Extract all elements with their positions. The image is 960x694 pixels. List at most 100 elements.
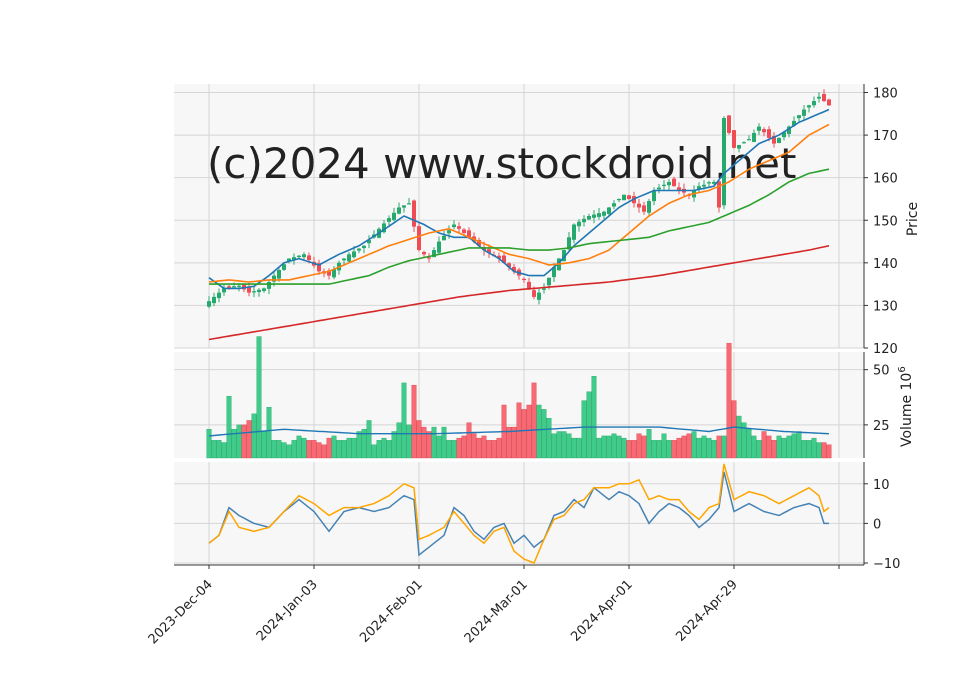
volume-bar (266, 407, 272, 459)
candle-down (507, 263, 511, 268)
volume-bar (381, 437, 387, 459)
volume-bar (726, 342, 732, 459)
volume-bar (536, 404, 542, 459)
candle-up (397, 207, 401, 214)
volume-bar (701, 435, 707, 459)
volume-bar (461, 435, 467, 459)
candle-down (417, 226, 421, 251)
price-axis-label: Price (905, 202, 921, 236)
volume-bar (656, 440, 662, 459)
candle-up (707, 182, 711, 184)
candle-up (617, 198, 621, 201)
candle-up (552, 267, 556, 278)
candle-down (477, 240, 481, 246)
candle-up (622, 194, 626, 201)
candle-down (247, 286, 251, 293)
candle-up (207, 301, 211, 307)
volume-bar (601, 435, 607, 459)
volume-bar (336, 440, 342, 459)
price-tick-label: 120 (873, 342, 898, 357)
ma-long-line (209, 168, 830, 285)
volume-bar (676, 437, 682, 459)
candle-up (667, 181, 671, 186)
volume-bar (746, 429, 752, 459)
volume-bar (576, 437, 582, 459)
volume-bar (241, 424, 247, 459)
volume-bar (756, 440, 762, 459)
candle-up (592, 214, 596, 218)
volume-bar (321, 444, 327, 459)
volume-bar (696, 437, 702, 459)
x-date-label: 2024-Jan-03 (254, 577, 321, 644)
price-tick-label: 140 (873, 257, 898, 272)
candle-up (582, 218, 586, 223)
volume-bar (376, 440, 382, 459)
volume-bar (771, 440, 777, 459)
volume-bar (736, 415, 742, 459)
volume-bar (316, 442, 322, 459)
volume-bar (291, 440, 297, 459)
candle-up (567, 237, 571, 250)
candle-up (737, 145, 741, 149)
volume-bar (246, 420, 252, 459)
candle-up (787, 126, 791, 134)
candle-down (772, 136, 776, 144)
volume-bar (811, 437, 817, 459)
volume-bar (351, 437, 357, 459)
x-date-label: 2023-Dec-04 (146, 577, 216, 647)
volume-bar (546, 418, 552, 459)
volume-bar (456, 437, 462, 459)
ma-short-line (208, 108, 830, 290)
candle-up (442, 235, 446, 241)
volume-axis-label: Volume 106 (897, 366, 915, 447)
candle-up (392, 212, 396, 220)
candle-up (302, 254, 306, 258)
candle-up (572, 224, 576, 240)
volume-bar (591, 376, 597, 459)
candle-down (732, 130, 736, 148)
candle-up (662, 184, 666, 186)
candle-up (807, 105, 811, 108)
candle-up (272, 275, 276, 282)
candle-up (782, 132, 786, 138)
volume-bar (596, 437, 602, 459)
volume-bar (731, 400, 737, 459)
oscillator-tick-label: 0 (873, 517, 881, 532)
candle-down (412, 200, 416, 227)
candle-down (327, 270, 331, 276)
volume-bar (526, 404, 532, 459)
candle-up (712, 181, 716, 184)
candle-up (437, 241, 441, 253)
volume-bar (476, 437, 482, 459)
x-date-label: 2024-Apr-29 (673, 577, 740, 644)
volume-tick-label: 25 (873, 419, 890, 434)
volume-bar (611, 433, 617, 459)
candle-down (467, 230, 471, 238)
candle-up (232, 286, 236, 288)
volume-bar (796, 431, 802, 459)
volume-bar (396, 422, 402, 459)
candle-up (542, 288, 546, 290)
volume-bar (276, 440, 282, 459)
volume-bar (706, 437, 712, 459)
volume-bar (281, 442, 287, 459)
volume-bar (636, 433, 642, 459)
candle-down (627, 195, 631, 199)
volume-bar (486, 440, 492, 459)
watermark: (c)2024 www.stockdroid.net (207, 139, 796, 188)
volume-bar (761, 431, 767, 459)
oscillator-tick-label: 10 (873, 478, 890, 493)
candle-down (642, 205, 646, 212)
candle-up (297, 255, 301, 258)
candle-up (277, 269, 281, 279)
candle-up (287, 258, 291, 262)
volume-bar (671, 440, 677, 459)
candle-down (522, 278, 526, 281)
candle-up (562, 250, 566, 262)
oscillator-panel-bg (174, 462, 864, 565)
volume-bar (561, 431, 567, 459)
volume-bar (326, 437, 332, 459)
candle-up (587, 216, 591, 220)
volume-bar (261, 431, 267, 459)
volume-bar (361, 429, 367, 459)
